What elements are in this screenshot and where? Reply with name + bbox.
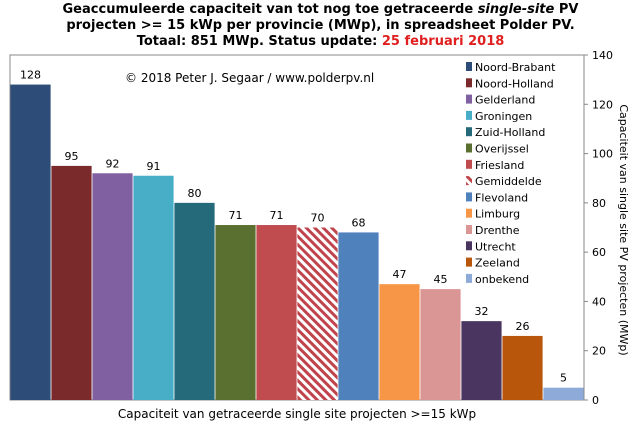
legend-swatch-noord-brabant — [466, 62, 472, 71]
legend-label-onbekend: onbekend — [475, 273, 529, 286]
legend-label-groningen: Groningen — [475, 110, 532, 123]
legend-label-limburg: Limburg — [475, 208, 520, 221]
title-line-1: Geaccumuleerde capaciteit van tot nog to… — [62, 2, 579, 17]
bar-noord-brabant — [10, 84, 51, 401]
y-tick-label: 120 — [592, 98, 613, 111]
legend-label-noord-brabant: Noord-Brabant — [475, 61, 556, 74]
bar-onbekend — [543, 387, 584, 400]
bars-group — [10, 84, 584, 401]
y-tick-label: 60 — [592, 246, 606, 259]
legend-swatch-utrecht — [466, 241, 472, 251]
legend-swatch-gemiddelde — [466, 176, 472, 186]
legend-label-noord-holland: Noord-Holland — [475, 77, 554, 90]
legend-label-flevoland: Flevoland — [475, 191, 528, 204]
legend-swatch-limburg — [466, 208, 472, 218]
legend-label-friesland: Friesland — [475, 159, 524, 172]
value-label-zeeland: 26 — [516, 320, 530, 333]
y-tick-label: 80 — [592, 197, 606, 210]
legend-swatch-onbekend — [466, 273, 472, 283]
value-label-friesland: 71 — [270, 209, 284, 222]
legend-swatch-flevoland — [466, 192, 472, 202]
title-line-3: Totaal: 851 MWp. Status update: 25 febru… — [136, 34, 505, 49]
y-tick-label: 100 — [592, 148, 613, 161]
value-label-overijssel: 71 — [229, 209, 243, 222]
value-label-noord-holland: 95 — [65, 150, 79, 163]
legend-swatch-noord-holland — [466, 78, 472, 88]
legend-swatch-groningen — [466, 110, 472, 120]
bar-flevoland — [338, 232, 379, 400]
y-tick-label: 140 — [592, 49, 613, 62]
bar-groningen — [133, 175, 174, 400]
status-date: 25 februari 2018 — [381, 34, 505, 49]
bar-noord-holland — [51, 165, 92, 400]
x-axis-label: Capaciteit van getraceerde single site p… — [118, 407, 476, 421]
bar-limburg — [379, 284, 420, 400]
value-label-noord-brabant: 128 — [20, 69, 41, 82]
legend-swatch-overijssel — [466, 143, 472, 153]
legend: Noord-Brabant Noord-Holland Gelderland Gron… — [466, 61, 556, 286]
legend-label-zeeland: Zeeland — [475, 257, 520, 270]
legend-label-overijssel: Overijssel — [475, 143, 529, 156]
bar-overijssel — [215, 225, 256, 400]
copyright-text: © 2018 Peter J. Segaar / www.polderpv.nl — [125, 71, 374, 85]
value-label-zuid-holland: 80 — [188, 187, 202, 200]
value-label-utrecht: 32 — [475, 305, 489, 318]
legend-label-gelderland: Gelderland — [475, 94, 535, 107]
y-axis: 0 20 40 60 80 100 120 140 — [584, 49, 613, 407]
legend-label-gemiddelde: Gemiddelde — [475, 175, 542, 188]
value-label-gemiddelde: 70 — [311, 212, 325, 225]
value-label-drenthe: 45 — [434, 273, 448, 286]
bar-gelderland — [92, 173, 133, 400]
legend-swatch-gelderland — [466, 94, 472, 104]
value-label-gelderland: 92 — [106, 157, 120, 170]
value-labels-group: 128 95 92 91 80 71 71 70 68 47 45 32 26 5 — [20, 69, 567, 385]
value-label-onbekend: 5 — [560, 372, 567, 385]
legend-label-drenthe: Drenthe — [475, 224, 520, 237]
bar-zeeland — [502, 335, 543, 400]
y-tick-label: 40 — [592, 295, 606, 308]
legend-swatch-zuid-holland — [466, 127, 472, 137]
value-label-groningen: 91 — [147, 160, 161, 173]
legend-swatch-zeeland — [466, 257, 472, 267]
bar-zuid-holland — [174, 202, 215, 400]
legend-label-utrecht: Utrecht — [475, 240, 516, 253]
y-tick-label: 0 — [592, 394, 599, 407]
legend-label-zuid-holland: Zuid-Holland — [475, 126, 545, 139]
value-label-limburg: 47 — [393, 268, 407, 281]
bar-gemiddelde — [297, 227, 338, 400]
legend-swatch-friesland — [466, 159, 472, 169]
bar-utrecht — [461, 321, 502, 400]
y-axis-label: Capaciteit van single site PV projecten … — [617, 104, 630, 355]
y-tick-label: 20 — [592, 345, 606, 358]
legend-swatch-drenthe — [466, 225, 472, 234]
bar-drenthe — [420, 289, 461, 400]
title-line-2: projecten >= 15 kWp per provincie (MWp),… — [66, 18, 575, 33]
chart-title: Geaccumuleerde capaciteit van tot nog to… — [0, 2, 641, 50]
value-label-flevoland: 68 — [352, 216, 366, 229]
bar-friesland — [256, 225, 297, 400]
